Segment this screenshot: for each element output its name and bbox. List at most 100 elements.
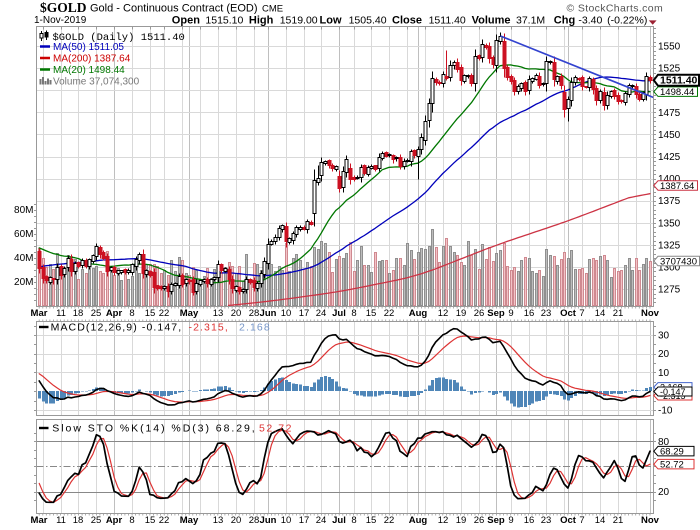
svg-text:80M: 80M [14,205,33,216]
svg-text:CME: CME [262,4,283,15]
svg-text:60M: 60M [14,229,33,240]
svg-text:15: 15 [145,515,156,526]
svg-text:Volume 37,074,300: Volume 37,074,300 [53,77,140,88]
svg-text:16: 16 [524,308,535,319]
svg-text:21: 21 [613,515,624,526]
svg-text:24: 24 [316,308,327,319]
svg-text:1400: 1400 [658,174,681,185]
svg-text:80: 80 [658,437,670,448]
svg-text:10: 10 [281,515,292,526]
svg-text:28: 28 [249,515,260,526]
svg-text:18: 18 [73,515,84,526]
svg-text:1387.64: 1387.64 [660,181,694,192]
svg-text:1498.44: 1498.44 [660,87,694,98]
svg-text:19: 19 [456,515,467,526]
svg-text:1515.10: 1515.10 [205,15,243,27]
svg-text:Sep: Sep [487,308,505,319]
svg-text:1350: 1350 [658,218,681,229]
svg-text:13: 13 [213,308,224,319]
svg-text:$GOLD (Daily) 1511.40: $GOLD (Daily) 1511.40 [53,32,185,44]
svg-text:© StockCharts.com: © StockCharts.com [567,3,664,15]
svg-text:2.168: 2.168 [239,322,271,334]
svg-text:$GOLD: $GOLD [40,0,87,15]
svg-text:21: 21 [613,308,624,319]
svg-text:22: 22 [159,515,170,526]
svg-text:24: 24 [316,515,327,526]
svg-text:1300: 1300 [658,263,681,274]
svg-text:14: 14 [595,308,606,319]
svg-text:26: 26 [474,308,485,319]
svg-text:16: 16 [524,515,535,526]
svg-text:Aug: Aug [409,515,428,526]
svg-text:1275: 1275 [658,285,681,296]
svg-text:1325: 1325 [658,240,681,251]
svg-text:Open: Open [172,15,200,27]
svg-text:1519.00: 1519.00 [280,15,318,27]
svg-text:10: 10 [658,368,670,379]
svg-text:22: 22 [384,515,395,526]
svg-text:Jul: Jul [332,515,346,526]
svg-text:Aug: Aug [409,308,428,319]
svg-text:30: 30 [658,330,670,341]
svg-text:15: 15 [366,308,377,319]
svg-text:Sep: Sep [487,515,505,526]
svg-text:20: 20 [231,515,242,526]
svg-text:25: 25 [91,515,102,526]
svg-text:8: 8 [129,515,134,526]
svg-text:Oct: Oct [560,515,577,526]
svg-text:1425: 1425 [658,152,681,163]
svg-text:-10: -10 [658,405,673,416]
svg-text:23: 23 [541,515,552,526]
svg-text:19: 19 [456,308,467,319]
svg-text:9: 9 [508,515,513,526]
svg-text:17: 17 [299,308,310,319]
svg-text:Close: Close [392,15,422,27]
svg-text:-2.315,: -2.315, [189,322,229,334]
svg-text:22: 22 [159,308,170,319]
svg-text:23: 23 [541,308,552,319]
svg-text:20: 20 [231,308,242,319]
svg-text:11: 11 [56,308,66,319]
svg-text:High: High [249,15,274,27]
svg-text:Volume: Volume [472,15,511,27]
svg-text:MA(50) 1511.05: MA(50) 1511.05 [53,42,124,53]
svg-text:Apr: Apr [106,308,123,319]
svg-text:52.72: 52.72 [259,423,293,435]
svg-text:1450: 1450 [658,130,681,141]
svg-text:9: 9 [508,308,513,319]
svg-text:7: 7 [579,308,584,319]
svg-text:20: 20 [658,349,670,360]
svg-text:12: 12 [438,515,449,526]
svg-text:Jul: Jul [332,308,346,319]
svg-text:52.72: 52.72 [660,460,684,471]
svg-text:-3.40: -3.40 [578,15,602,27]
svg-text:Chg: Chg [554,15,575,27]
svg-text:Nov: Nov [641,308,660,319]
svg-text:15: 15 [145,308,156,319]
svg-text:Jun: Jun [260,515,277,526]
svg-text:20M: 20M [14,277,33,288]
svg-text:Nov: Nov [641,515,660,526]
svg-text:1-Nov-2019: 1-Nov-2019 [34,15,87,26]
svg-text:13: 13 [213,515,224,526]
svg-text:Gold - Continuous Contract (EO: Gold - Continuous Contract (EOD) [90,3,258,15]
svg-text:(-0.22%): (-0.22%) [607,15,647,27]
svg-text:7: 7 [579,515,584,526]
svg-text:Low: Low [320,15,342,27]
svg-text:37.1M: 37.1M [516,15,545,27]
svg-text:Mar: Mar [31,515,48,526]
svg-text:40M: 40M [14,253,33,264]
svg-text:8: 8 [351,308,356,319]
svg-text:1511.40: 1511.40 [660,75,698,87]
svg-text:17: 17 [299,515,310,526]
svg-text:May: May [180,308,199,319]
svg-text:1511.40: 1511.40 [429,15,466,27]
svg-text:1525: 1525 [658,64,681,75]
svg-text:MA(200) 1387.64: MA(200) 1387.64 [53,54,131,65]
svg-text:22: 22 [384,308,395,319]
svg-text:28: 28 [249,308,260,319]
svg-text:15: 15 [366,515,377,526]
svg-text:3707430: 3707430 [660,256,697,267]
svg-text:18: 18 [73,308,84,319]
svg-text:Jun: Jun [260,308,277,319]
